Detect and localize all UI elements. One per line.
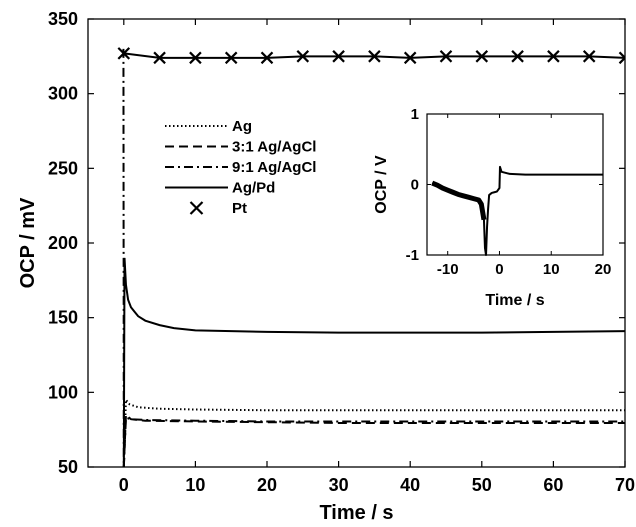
legend-label: 3:1 Ag/AgCl [232,139,316,156]
y-tick-label: 200 [48,233,78,253]
data-point-pt [260,51,274,65]
data-point-pt [511,50,524,63]
y-tick-label: 350 [48,9,78,29]
y-tick-label: 250 [48,158,78,178]
y-tick-label: 50 [58,457,78,477]
legend-label: 9:1 Ag/AgCl [232,159,316,176]
data-point-pt [547,50,560,63]
x-tick-label: 50 [472,475,492,495]
x-tick-label: 30 [329,475,349,495]
x-tick-label: 10 [185,475,205,495]
data-point-pt [403,51,417,65]
data-point-pt [153,51,166,65]
legend-label: Ag [232,118,252,135]
inset-series-line [431,165,603,256]
inset-y-tick-label: 0 [411,177,419,194]
inset-x-axis-title: Time / s [485,292,544,309]
series-line-9-1-ag-agcl [122,48,625,467]
legend-marker-pt [189,201,204,215]
inset-y-tick-label: -1 [406,247,419,264]
y-tick-label: 150 [48,308,78,328]
data-point-pt [439,50,453,63]
series-line-ag-pd [122,257,625,467]
x-tick-label: 40 [400,475,420,495]
y-tick-label: 100 [48,382,78,402]
y-axis-title: OCP / mV [17,197,39,288]
x-tick-label: 60 [543,475,563,495]
inset-x-tick-label: 10 [543,261,560,278]
series-line-ag [122,397,625,467]
data-point-pt [475,50,489,63]
data-point-pt [368,50,381,63]
legend-label: Pt [232,200,247,217]
data-point-pt [296,50,310,63]
data-point-pt [224,51,238,65]
legend: Ag 3:1 Ag/AgCl 9:1 Ag/AgCl Ag/Pd Pt [165,118,316,217]
inset-x-tick-label: 20 [595,261,612,278]
data-point-pt [582,50,596,63]
y-tick-label: 300 [48,84,78,104]
series-group [117,47,625,467]
inset-y-axis-title: OCP / V [373,155,390,214]
data-point-pt [117,47,131,60]
x-tick-label: 70 [615,475,635,495]
legend-label: Ag/Pd [232,180,275,197]
inset-y-tick-label: 1 [411,106,419,123]
x-tick-label: 20 [257,475,277,495]
inset-x-tick-label: -10 [437,261,459,278]
data-point-pt [332,50,345,63]
data-point-pt [618,51,625,65]
inset-x-tick-label: 0 [495,261,503,278]
data-point-pt [189,51,202,65]
x-tick-label: 0 [119,475,129,495]
x-axis-title: Time / s [319,502,393,524]
inset-frame [426,113,604,256]
